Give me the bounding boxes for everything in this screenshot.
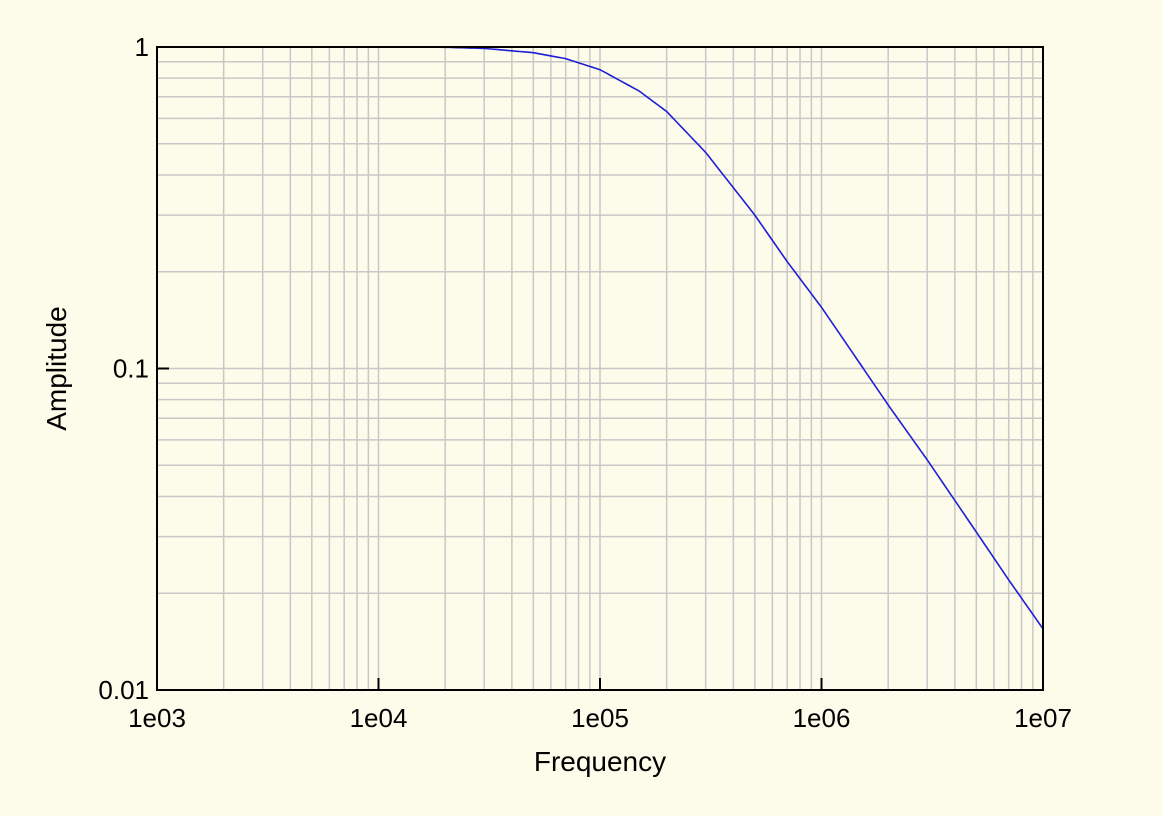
x-tick-label: 1e03	[128, 703, 186, 733]
x-tick-label: 1e06	[793, 703, 851, 733]
x-tick-label: 1e04	[350, 703, 408, 733]
x-tick-label: 1e05	[571, 703, 629, 733]
y-axis-label: Amplitude	[41, 306, 72, 431]
tick-labels: 1e03 1e04 1e05 1e06 1e07 0.01 0.1 1	[98, 32, 1072, 733]
grid	[157, 47, 1043, 690]
y-tick-label: 1	[135, 32, 149, 62]
axis-ticks	[156, 46, 1044, 691]
y-tick-label: 0.1	[113, 354, 149, 384]
x-axis-label: Frequency	[534, 746, 666, 777]
y-tick-label: 0.01	[98, 675, 149, 705]
x-tick-label: 1e07	[1014, 703, 1072, 733]
